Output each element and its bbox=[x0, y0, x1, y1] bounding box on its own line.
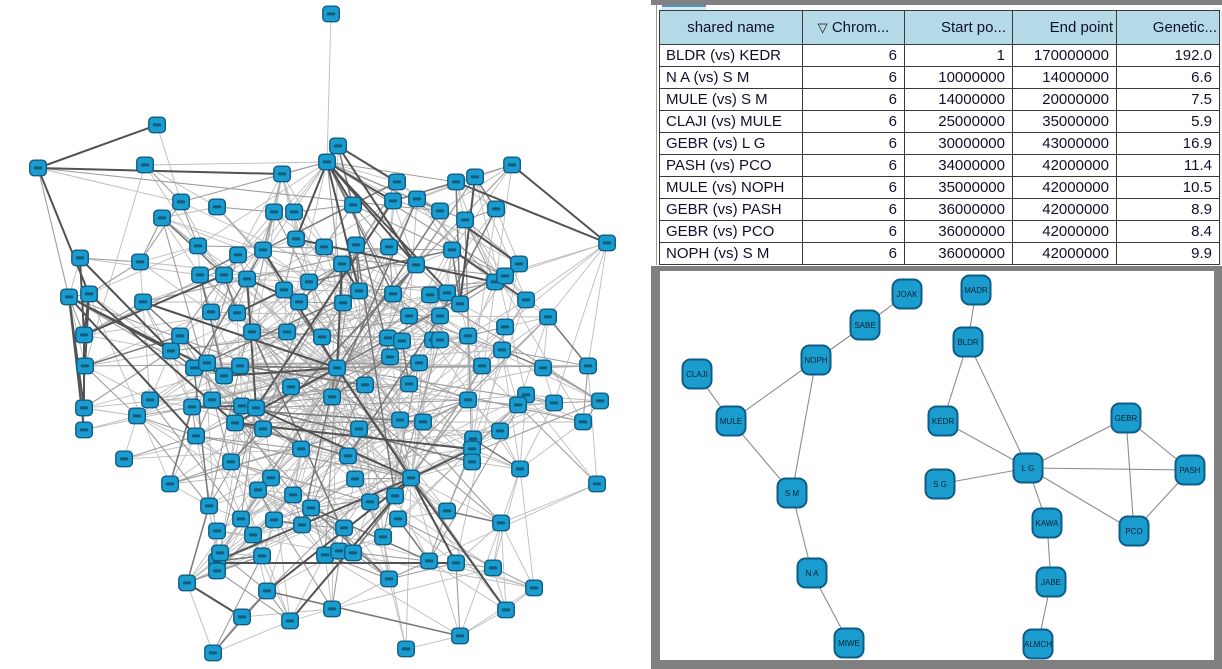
svg-text:GEBR: GEBR bbox=[1115, 414, 1138, 423]
svg-text:MIWE: MIWE bbox=[838, 639, 860, 648]
svg-text:S M: S M bbox=[785, 489, 800, 498]
svg-text:MADR: MADR bbox=[964, 286, 988, 295]
svg-text:MULE: MULE bbox=[720, 417, 742, 426]
svg-text:N A: N A bbox=[806, 569, 820, 578]
svg-text:PASH: PASH bbox=[1179, 466, 1200, 475]
svg-text:KAWA: KAWA bbox=[1036, 519, 1060, 528]
svg-text:S G: S G bbox=[933, 480, 947, 489]
svg-text:KEDR: KEDR bbox=[932, 417, 954, 426]
svg-text:JABE: JABE bbox=[1041, 578, 1061, 587]
svg-text:SABE: SABE bbox=[854, 321, 875, 330]
svg-text:L G: L G bbox=[1022, 464, 1035, 473]
svg-text:PCO: PCO bbox=[1125, 527, 1142, 536]
svg-text:ALMCH: ALMCH bbox=[1024, 640, 1052, 649]
svg-text:JOAK: JOAK bbox=[897, 290, 919, 299]
svg-text:NOPH: NOPH bbox=[804, 356, 827, 365]
svg-text:CLAJI: CLAJI bbox=[686, 370, 708, 379]
svg-text:BLDR: BLDR bbox=[957, 338, 979, 347]
